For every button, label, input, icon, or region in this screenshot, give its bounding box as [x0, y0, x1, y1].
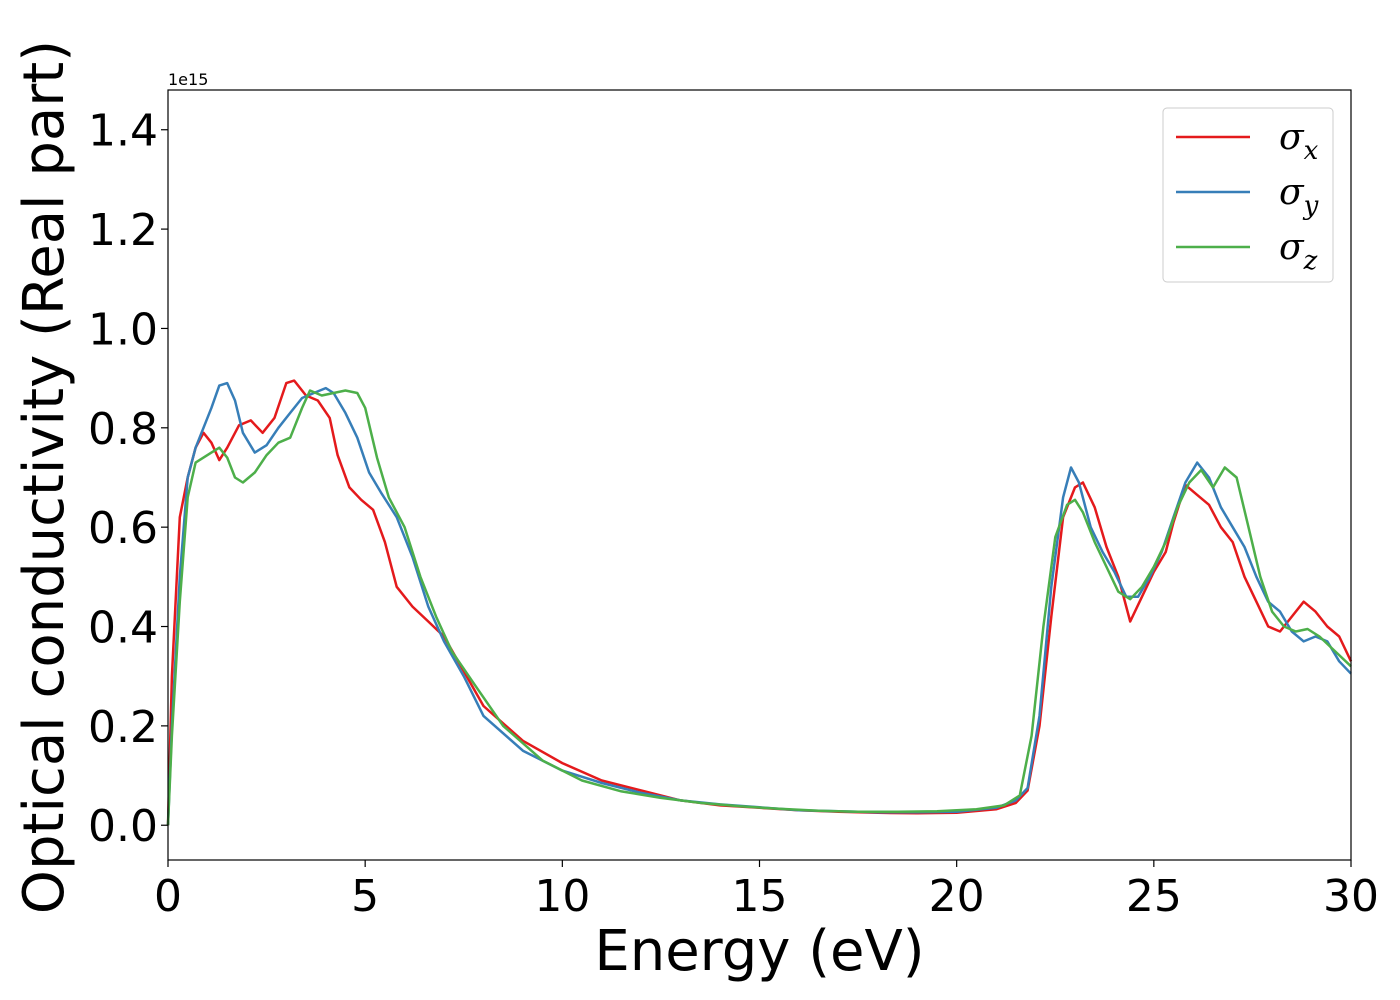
legend-label-y: σy [1279, 172, 1319, 221]
legend: σx σy σz [1162, 107, 1334, 283]
y-axis: 0.0 0.2 0.4 0.6 0.8 1.0 1.2 1.4 [88, 106, 168, 852]
legend-label-z: σz [1279, 227, 1318, 276]
y-tick-label: 1.0 [88, 304, 158, 355]
series-line-z [166, 389, 1352, 826]
y-offset-label: 1e15 [168, 70, 208, 89]
y-tick-label: 0.4 [88, 603, 158, 654]
x-tick-label: 30 [1323, 871, 1379, 922]
x-tick-label: 0 [154, 871, 182, 922]
x-tick-label: 5 [351, 871, 379, 922]
legend-label-x: σx [1279, 117, 1319, 166]
x-tick-label: 15 [732, 871, 788, 922]
y-tick-label: 0.2 [88, 702, 158, 753]
x-tick-label: 10 [534, 871, 590, 922]
y-tick-label: 0.6 [88, 503, 158, 554]
y-axis-title: Optical conductivity (Real part) [12, 40, 77, 914]
legend-box [1162, 107, 1334, 283]
plot-lines [166, 379, 1353, 826]
y-tick-label: 1.2 [88, 205, 158, 256]
x-tick-label: 20 [929, 871, 985, 922]
y-tick-label: 0.8 [88, 404, 158, 455]
y-tick-label: 0.0 [88, 801, 158, 852]
y-tick-label: 1.4 [88, 106, 158, 157]
x-axis: 0 5 10 15 20 25 30 [154, 860, 1379, 922]
x-tick-label: 25 [1126, 871, 1182, 922]
x-axis-title: Energy (eV) [594, 919, 924, 984]
